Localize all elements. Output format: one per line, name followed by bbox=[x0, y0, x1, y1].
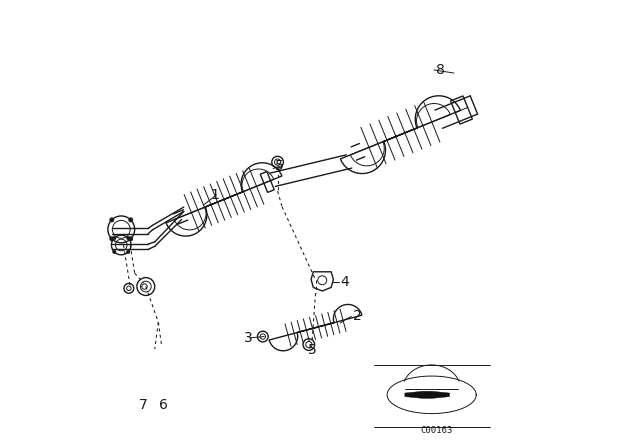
Circle shape bbox=[113, 250, 116, 254]
Circle shape bbox=[109, 218, 114, 222]
Text: 6: 6 bbox=[159, 398, 168, 412]
Circle shape bbox=[109, 237, 114, 241]
Text: 2: 2 bbox=[353, 309, 362, 323]
Circle shape bbox=[127, 250, 130, 254]
Text: 4: 4 bbox=[340, 275, 349, 289]
Text: 1: 1 bbox=[211, 188, 220, 202]
Text: 8: 8 bbox=[436, 63, 445, 77]
Text: 5: 5 bbox=[307, 343, 316, 357]
Polygon shape bbox=[405, 391, 449, 398]
Text: 7: 7 bbox=[139, 398, 148, 412]
Text: C00163: C00163 bbox=[420, 426, 452, 435]
Circle shape bbox=[129, 237, 133, 241]
Circle shape bbox=[113, 236, 116, 240]
Text: 3: 3 bbox=[244, 331, 253, 345]
Circle shape bbox=[129, 218, 133, 222]
Circle shape bbox=[127, 236, 130, 240]
Text: 5: 5 bbox=[275, 159, 284, 173]
